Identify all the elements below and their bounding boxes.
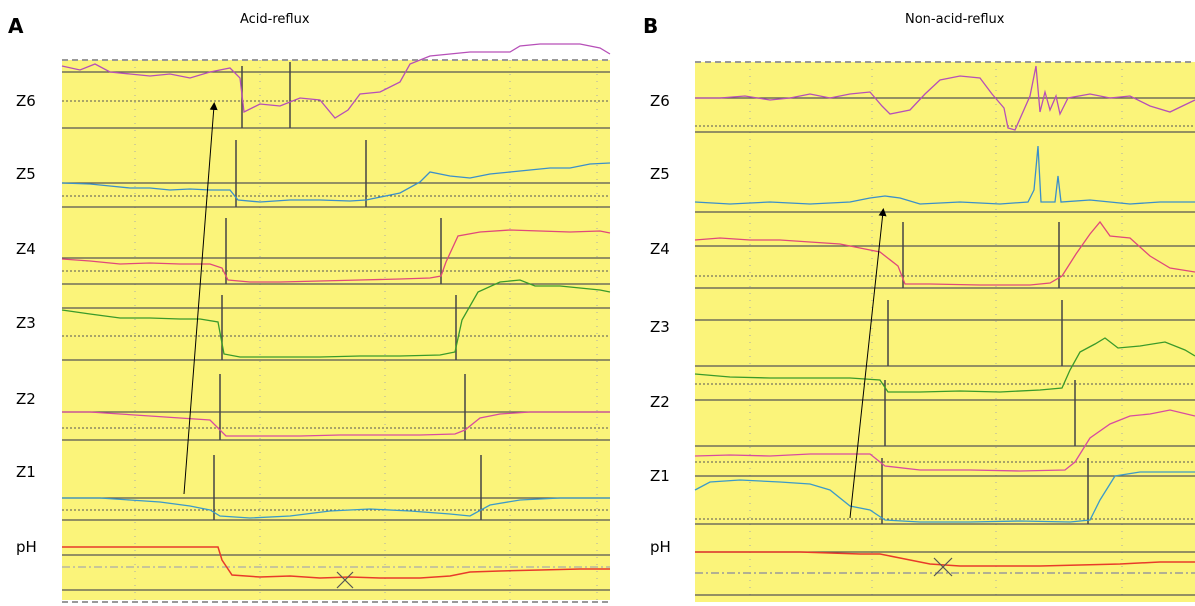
trace-a-z1 xyxy=(62,497,610,519)
trace-a-z2 xyxy=(62,411,610,437)
trace-a-z4 xyxy=(61,229,611,283)
label-a-z5: Z5 xyxy=(16,165,36,183)
trace-b-z6 xyxy=(695,65,1195,131)
label-b-z5: Z5 xyxy=(650,165,670,183)
reflux-arrow-a xyxy=(183,102,218,495)
label-b-z3: Z3 xyxy=(650,318,670,336)
label-a-ph: pH xyxy=(16,538,37,556)
plot-background-b xyxy=(695,62,1195,602)
label-b-z2: Z2 xyxy=(650,393,670,411)
trace-b-z2 xyxy=(694,409,1195,472)
label-a-z1: Z1 xyxy=(16,463,36,481)
panel-title-a: Acid-reflux xyxy=(240,12,310,27)
trace-b-z1 xyxy=(694,471,1195,523)
label-a-z3: Z3 xyxy=(16,314,36,332)
label-b-z1: Z1 xyxy=(650,467,670,485)
label-a-z4: Z4 xyxy=(16,240,36,258)
panel-letter-b: B xyxy=(643,14,659,38)
plot-background-a xyxy=(62,60,610,600)
panel-letter-a: A xyxy=(8,14,24,38)
trace-a-z6 xyxy=(61,43,611,119)
reflux-arrow-b xyxy=(849,208,887,519)
label-b-z6: Z6 xyxy=(650,92,670,110)
label-b-ph: pH xyxy=(650,538,671,556)
label-a-z2: Z2 xyxy=(16,390,36,408)
trace-a-z3 xyxy=(61,279,611,358)
trace-b-z3 xyxy=(694,337,1195,393)
trace-a-ph xyxy=(62,546,610,579)
label-b-z4: Z4 xyxy=(650,240,670,258)
trace-b-z5 xyxy=(694,145,1195,205)
ph-drop-marker-a xyxy=(336,571,354,589)
label-a-z6: Z6 xyxy=(16,92,36,110)
panel-title-b: Non-acid-reflux xyxy=(905,12,1005,27)
trace-a-z5 xyxy=(61,162,611,203)
trace-b-z4 xyxy=(694,220,1195,286)
ph-marker-b xyxy=(933,557,953,577)
